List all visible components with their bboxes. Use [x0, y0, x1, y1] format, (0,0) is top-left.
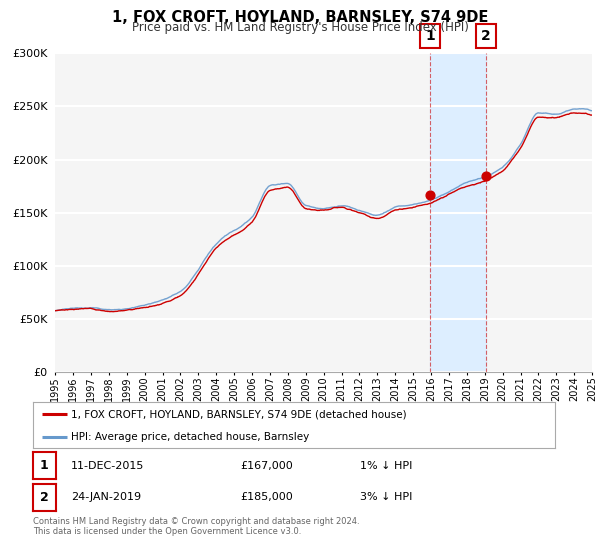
Text: 2: 2 — [481, 29, 491, 43]
Text: £185,000: £185,000 — [240, 492, 293, 502]
Text: 1, FOX CROFT, HOYLAND, BARNSLEY, S74 9DE: 1, FOX CROFT, HOYLAND, BARNSLEY, S74 9DE — [112, 10, 488, 25]
Text: 3% ↓ HPI: 3% ↓ HPI — [360, 492, 412, 502]
Text: HPI: Average price, detached house, Barnsley: HPI: Average price, detached house, Barn… — [71, 432, 310, 442]
Text: 24-JAN-2019: 24-JAN-2019 — [71, 492, 141, 502]
Text: 11-DEC-2015: 11-DEC-2015 — [71, 461, 144, 471]
Point — [481, 171, 491, 180]
Text: 1: 1 — [40, 459, 49, 473]
Text: £167,000: £167,000 — [240, 461, 293, 471]
Text: Price paid vs. HM Land Registry's House Price Index (HPI): Price paid vs. HM Land Registry's House … — [131, 21, 469, 34]
Bar — [430, 53, 486, 372]
Text: 2: 2 — [40, 491, 49, 504]
Text: This data is licensed under the Open Government Licence v3.0.: This data is licensed under the Open Gov… — [33, 528, 301, 536]
Text: Contains HM Land Registry data © Crown copyright and database right 2024.: Contains HM Land Registry data © Crown c… — [33, 517, 359, 526]
Text: 1% ↓ HPI: 1% ↓ HPI — [360, 461, 412, 471]
Text: 1, FOX CROFT, HOYLAND, BARNSLEY, S74 9DE (detached house): 1, FOX CROFT, HOYLAND, BARNSLEY, S74 9DE… — [71, 409, 407, 419]
Text: 1: 1 — [425, 29, 435, 43]
Point — [425, 190, 435, 199]
